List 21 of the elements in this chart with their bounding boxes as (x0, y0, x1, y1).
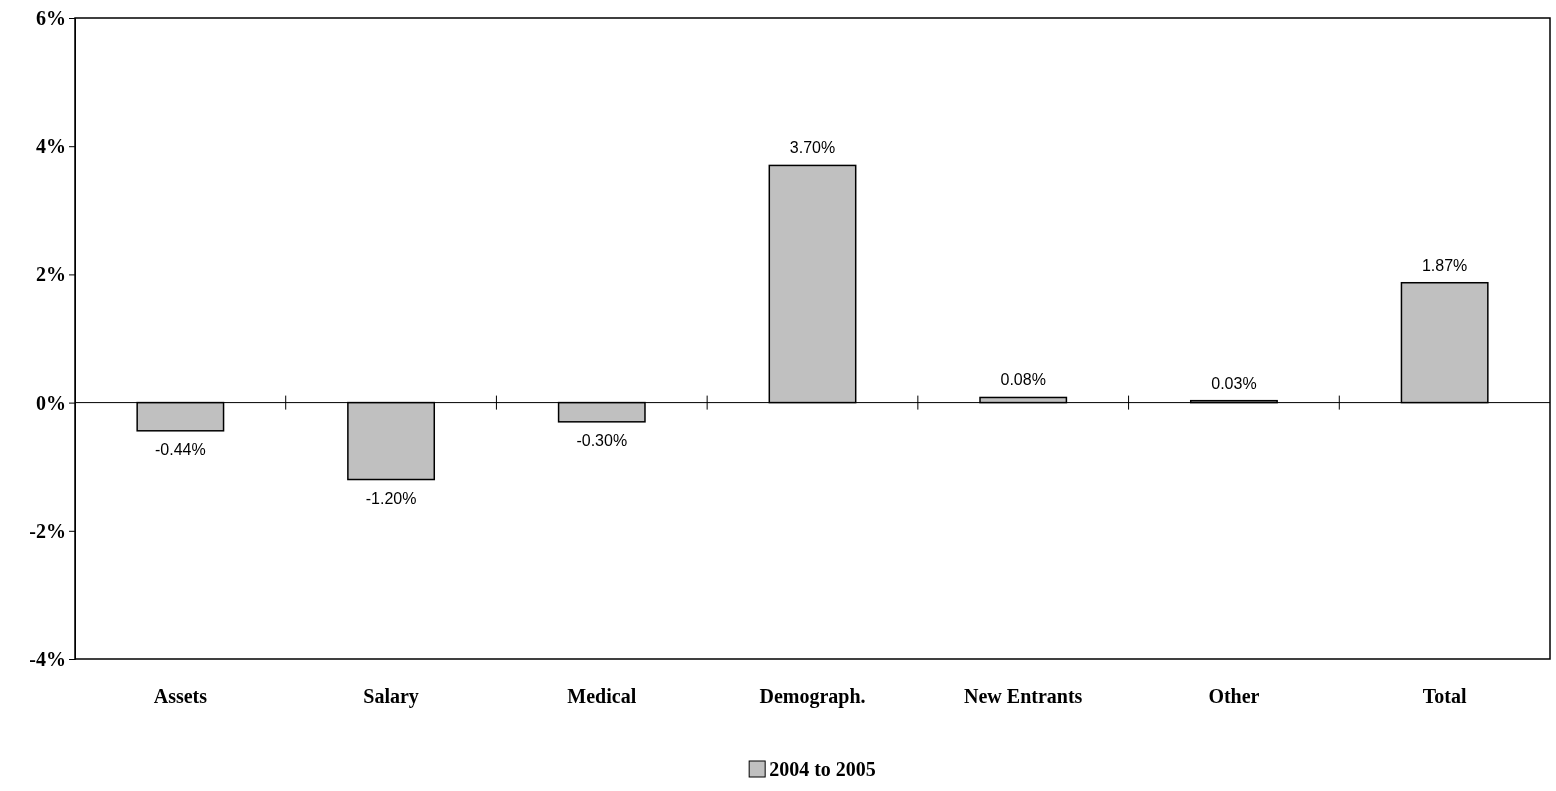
x-tick-label: New Entrants (964, 685, 1083, 708)
data-label: 0.03% (1211, 374, 1257, 392)
y-tick-label: 0% (36, 391, 66, 414)
x-tick-label: Medical (567, 685, 637, 708)
x-tick-label: Other (1208, 685, 1260, 708)
x-tick-label: Assets (153, 685, 208, 708)
data-label: 3.70% (789, 139, 836, 157)
y-tick-label: -2% (29, 519, 66, 542)
y-tick-label: 2% (36, 263, 66, 286)
x-tick-label: Salary (363, 685, 419, 709)
data-label: -0.30% (576, 431, 628, 449)
y-tick-label: 6% (36, 6, 66, 29)
legend-label: 2004 to 2005 (769, 758, 876, 780)
data-label: -1.20% (365, 489, 417, 507)
y-tick-label: -4% (29, 647, 66, 670)
y-tick-label: 4% (36, 135, 66, 158)
x-tick-label: Total (1422, 685, 1467, 708)
x-tick-label: Demograph. (759, 685, 866, 709)
data-label: 0.08% (1000, 371, 1046, 389)
data-label: 1.87% (1421, 256, 1468, 274)
data-label: -0.44% (155, 440, 206, 458)
